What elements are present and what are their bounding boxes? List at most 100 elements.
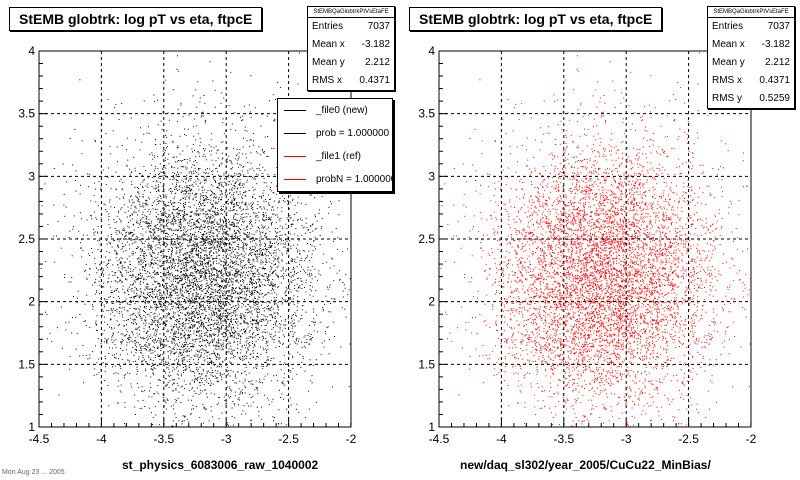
data-point bbox=[199, 341, 201, 343]
data-point bbox=[242, 242, 244, 243]
data-point bbox=[291, 274, 293, 276]
data-point bbox=[252, 343, 253, 344]
data-point bbox=[168, 216, 170, 218]
data-point bbox=[206, 299, 208, 301]
data-point bbox=[273, 289, 275, 291]
data-point bbox=[219, 244, 221, 246]
data-point bbox=[103, 282, 105, 284]
data-point bbox=[208, 234, 210, 236]
data-point bbox=[97, 226, 99, 227]
data-point bbox=[159, 178, 161, 180]
data-point bbox=[174, 338, 176, 340]
data-point bbox=[244, 195, 246, 197]
data-point bbox=[253, 331, 255, 333]
data-point bbox=[252, 133, 254, 134]
data-point bbox=[173, 215, 175, 217]
data-point bbox=[193, 346, 195, 348]
data-point bbox=[201, 189, 203, 191]
data-point bbox=[166, 223, 168, 224]
data-point bbox=[129, 168, 131, 170]
data-point bbox=[197, 296, 199, 298]
data-point bbox=[252, 352, 254, 354]
data-point bbox=[228, 373, 230, 375]
data-point bbox=[158, 190, 160, 192]
data-point bbox=[76, 333, 78, 335]
data-point bbox=[99, 244, 101, 246]
data-point bbox=[209, 327, 211, 329]
data-point bbox=[215, 346, 217, 348]
data-point bbox=[235, 213, 237, 215]
data-point bbox=[151, 277, 152, 279]
data-point bbox=[315, 216, 316, 218]
data-point bbox=[185, 135, 187, 137]
data-point bbox=[271, 364, 273, 366]
data-point bbox=[151, 323, 153, 325]
data-point bbox=[221, 325, 223, 327]
data-point bbox=[105, 264, 107, 266]
data-point bbox=[201, 322, 203, 324]
data-point bbox=[190, 274, 192, 276]
data-point bbox=[192, 240, 194, 242]
data-point bbox=[240, 116, 241, 118]
data-point bbox=[191, 302, 193, 304]
data-point bbox=[185, 383, 187, 385]
data-point bbox=[173, 306, 175, 308]
data-point bbox=[108, 310, 110, 311]
data-point bbox=[163, 230, 165, 232]
data-point bbox=[186, 290, 188, 292]
data-point bbox=[183, 300, 185, 302]
data-point bbox=[239, 184, 241, 186]
data-point bbox=[95, 323, 97, 325]
data-point bbox=[173, 276, 175, 277]
data-point bbox=[120, 221, 122, 223]
data-point bbox=[316, 314, 318, 316]
data-point bbox=[136, 328, 137, 330]
data-point bbox=[239, 352, 241, 354]
data-point bbox=[163, 187, 164, 189]
data-point bbox=[271, 292, 273, 294]
data-point bbox=[80, 248, 82, 249]
data-point bbox=[263, 182, 265, 184]
data-point bbox=[216, 229, 218, 231]
data-point bbox=[154, 270, 155, 272]
data-point bbox=[300, 218, 301, 220]
data-point bbox=[273, 336, 275, 338]
data-point bbox=[219, 220, 221, 222]
data-point bbox=[227, 276, 229, 277]
data-point bbox=[185, 314, 186, 316]
data-point bbox=[46, 338, 48, 340]
data-point bbox=[231, 277, 233, 279]
data-point bbox=[276, 294, 278, 296]
data-point bbox=[192, 218, 194, 220]
data-point bbox=[145, 297, 147, 299]
data-point bbox=[263, 331, 265, 333]
data-point bbox=[120, 232, 122, 234]
data-point bbox=[272, 271, 274, 273]
data-point bbox=[189, 288, 191, 290]
data-point bbox=[254, 198, 256, 200]
data-point bbox=[178, 353, 180, 355]
data-point bbox=[216, 381, 218, 383]
data-point bbox=[168, 346, 170, 348]
data-point bbox=[193, 315, 195, 317]
data-point bbox=[218, 187, 220, 189]
data-point bbox=[183, 268, 185, 270]
data-point bbox=[169, 188, 171, 189]
data-point bbox=[192, 295, 194, 297]
data-point bbox=[210, 316, 212, 318]
data-point bbox=[290, 298, 292, 300]
data-point bbox=[320, 274, 322, 276]
data-point bbox=[252, 144, 254, 146]
data-point bbox=[152, 250, 153, 252]
data-point bbox=[137, 201, 139, 203]
data-point bbox=[243, 174, 245, 176]
data-point bbox=[263, 213, 265, 215]
data-point bbox=[192, 395, 194, 397]
data-point bbox=[206, 213, 208, 215]
data-point bbox=[196, 321, 198, 323]
data-point bbox=[190, 253, 192, 255]
data-point bbox=[273, 357, 275, 359]
data-point bbox=[239, 184, 241, 186]
data-point bbox=[267, 279, 269, 281]
data-point bbox=[110, 308, 112, 309]
